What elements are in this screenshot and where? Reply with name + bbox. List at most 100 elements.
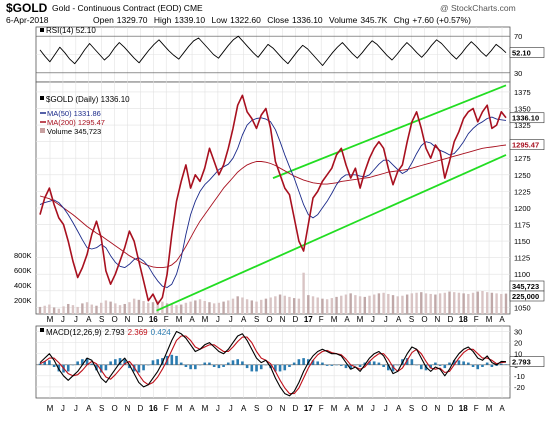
price-y-tick-label: 1375 xyxy=(514,88,531,97)
volume-bar xyxy=(212,303,216,314)
volume-bar xyxy=(373,294,376,314)
chg-label: Chg xyxy=(394,15,410,25)
price-x-tick-label: D xyxy=(292,315,298,324)
volume-bar xyxy=(175,305,178,314)
macd-x-tick-label: M xyxy=(357,404,364,413)
macd-x-tick-label: J xyxy=(229,404,233,413)
high-value: 1339.10 xyxy=(174,15,205,25)
volume-bar xyxy=(438,293,442,314)
macd-x-tick-label: M xyxy=(486,404,493,413)
ma200-line xyxy=(39,144,507,269)
volume-bar xyxy=(354,295,357,314)
volume-bar xyxy=(321,298,324,314)
volume-bar xyxy=(90,304,93,314)
macd-histogram-bar xyxy=(448,362,451,365)
macd-x-tick-label: F xyxy=(164,404,169,413)
price-x-tick-label: J xyxy=(384,315,388,324)
macd-y-tick-label: -20 xyxy=(514,383,525,392)
volume-bar xyxy=(340,295,343,314)
macd-histogram-bar xyxy=(264,364,268,366)
macd-histogram-bar xyxy=(231,360,235,365)
volume-bar xyxy=(467,293,470,314)
ma50-legend-text: MA(50) 1331.86 xyxy=(47,109,101,118)
macd-x-tick-label: J xyxy=(384,404,388,413)
price-legend: $GOLD (Daily) 1336.10 MA(50) 1331.86 MA(… xyxy=(40,95,130,136)
volume-bar xyxy=(189,301,192,314)
quote-date: 6-Apr-2018 xyxy=(6,15,49,25)
price-x-tick-label: M xyxy=(202,315,209,324)
volume-bar xyxy=(396,296,399,314)
volume-bar xyxy=(278,294,282,314)
volume-value-tag: 345,723 xyxy=(512,282,539,291)
macd-histogram-bar xyxy=(344,364,348,369)
macd-histogram-bar xyxy=(349,364,352,370)
macd-histogram-bar xyxy=(104,364,108,371)
macd-x-tick-label: 16 xyxy=(149,404,158,413)
macd-histogram-bar xyxy=(363,362,367,365)
price-x-tick-label: M xyxy=(486,315,493,324)
volume-bar xyxy=(358,296,362,314)
macd-x-tick-label: J xyxy=(216,404,220,413)
chart-symbol: $GOLD xyxy=(6,1,48,15)
volume-bar xyxy=(457,292,461,314)
macd-x-tick-label: O xyxy=(421,404,427,413)
macd-value-tag: 2.793 xyxy=(512,358,531,367)
volume-bar xyxy=(462,293,465,314)
volume-bar xyxy=(250,300,254,314)
macd-histogram-bar xyxy=(354,364,357,366)
macd-histogram-bar xyxy=(241,361,244,365)
macd-x-tick-label: M xyxy=(47,404,54,413)
rsi-legend-swatch xyxy=(40,28,44,32)
close-value: 1336.10 xyxy=(292,15,323,25)
price-x-tick-label: S xyxy=(99,315,104,324)
volume-bar xyxy=(325,299,329,314)
macd-x-tick-label: D xyxy=(292,404,298,413)
gold-price-line xyxy=(39,94,507,305)
price-x-tick-label: M xyxy=(357,315,364,324)
volume-bar xyxy=(48,304,51,314)
macd-x-tick-label: 18 xyxy=(459,404,468,413)
volume-bar xyxy=(490,292,494,314)
macd-x-tick-label: O xyxy=(266,404,272,413)
macd-histogram-bar xyxy=(236,359,239,365)
macd-histogram-bar xyxy=(490,364,494,367)
macd-legend-text: MACD(12,26,9) 2.793 2.369 0.424 xyxy=(46,328,171,337)
rsi-legend-text: RSI(14) 52.10 xyxy=(46,26,96,35)
macd-x-tick-label: M xyxy=(202,404,209,413)
volume-axis-label: 200K xyxy=(14,296,32,305)
macd-x-tick-label: S xyxy=(254,404,259,413)
volume-bar xyxy=(264,298,268,314)
macd-x-tick-label: A xyxy=(86,404,92,413)
volume-bar xyxy=(297,298,301,314)
volume-axis-label: 400K xyxy=(14,281,32,290)
gold-legend-text: $GOLD (Daily) 1336.10 xyxy=(46,95,130,104)
volume-bar xyxy=(85,302,89,314)
macd-histogram-bar xyxy=(250,364,254,372)
low-value: 1322.60 xyxy=(230,15,261,25)
macd-histogram-bar xyxy=(405,358,409,365)
macd-y-tick-label: -10 xyxy=(514,372,525,381)
price-x-tick-label: N xyxy=(435,315,441,324)
volume-bar xyxy=(128,302,131,314)
volume-bar xyxy=(165,303,169,314)
macd-histogram-bar xyxy=(504,364,508,365)
price-x-tick-label: O xyxy=(421,315,427,324)
price-x-tick-label: N xyxy=(280,315,286,324)
price-y-tick-label: 1200 xyxy=(514,204,531,213)
macd-histogram-bar xyxy=(128,364,131,369)
volume-secondary-tag-box xyxy=(509,290,545,302)
volume-legend-text: Volume 345,723 xyxy=(47,127,101,136)
macd-y-tick-label: 30 xyxy=(514,328,522,337)
macd-histogram-bar xyxy=(194,364,197,370)
macd-x-tick-label: 17 xyxy=(304,404,313,413)
macd-histogram-bar xyxy=(377,362,381,365)
volume-bar xyxy=(335,296,338,314)
volume-bar xyxy=(424,293,428,314)
volume-bar xyxy=(123,303,126,314)
volume-bar xyxy=(57,308,61,314)
volume-bar xyxy=(194,300,197,314)
price-x-tick-label: S xyxy=(409,315,414,324)
volume-bar xyxy=(208,302,211,314)
volume-bar xyxy=(260,299,263,314)
